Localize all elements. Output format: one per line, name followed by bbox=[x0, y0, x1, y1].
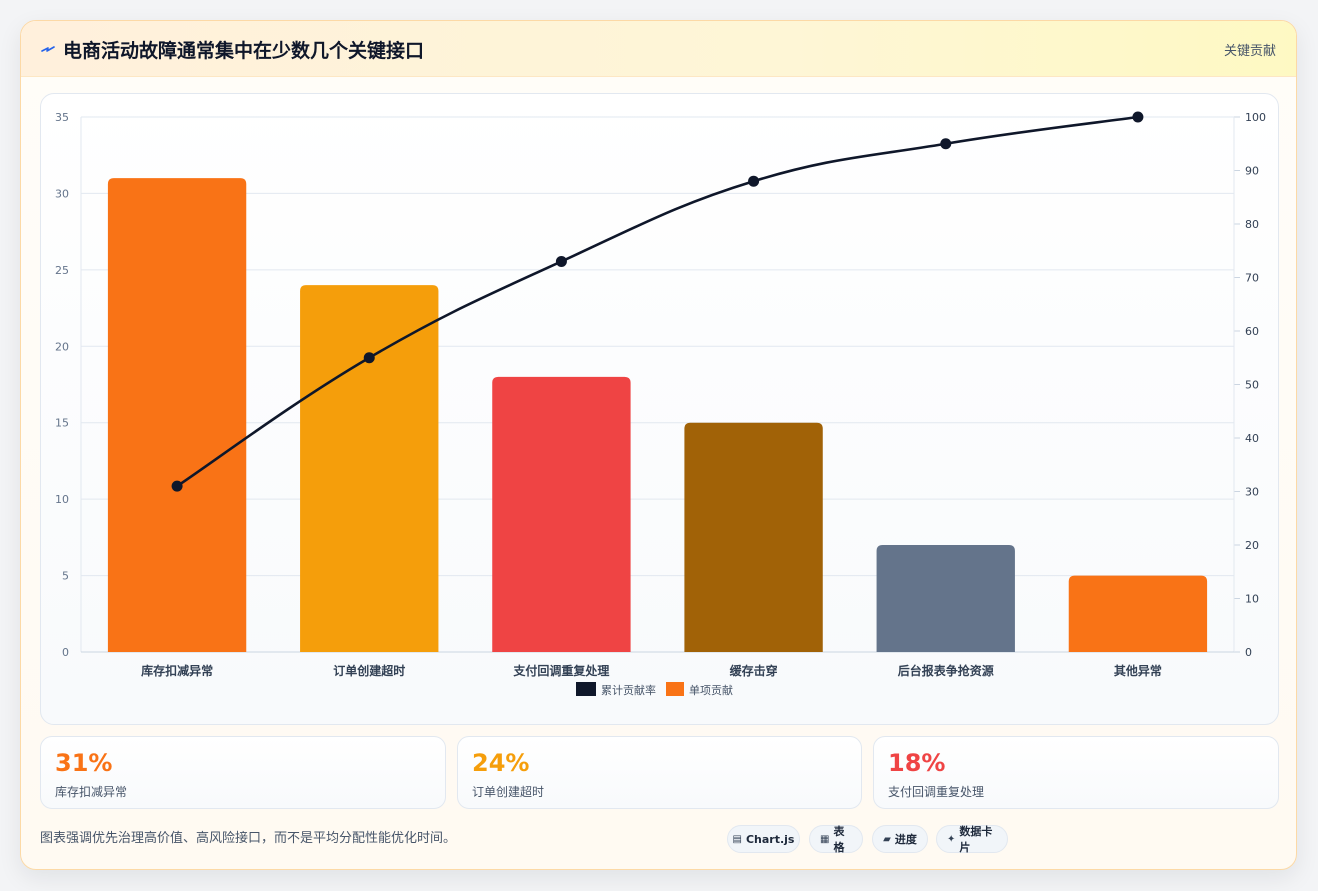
line-point bbox=[363, 352, 375, 364]
y-tick-label: 10 bbox=[55, 493, 69, 506]
chip-progress[interactable]: ▰ 进度 bbox=[872, 825, 928, 853]
stat-card-1: 31% 库存扣减异常 bbox=[40, 736, 446, 809]
chip-datacard[interactable]: ✦ 数据卡片 bbox=[936, 825, 1008, 854]
legend-swatch bbox=[666, 682, 684, 696]
legend-swatch bbox=[576, 682, 596, 696]
y-tick-label: 20 bbox=[55, 340, 69, 353]
y2-tick-label: 50 bbox=[1245, 379, 1259, 392]
x-tick-label: 其他异常 bbox=[1114, 663, 1162, 678]
x-tick-label: 支付回调重复处理 bbox=[512, 663, 609, 678]
sparkle-icon: ✦ bbox=[947, 833, 956, 845]
y2-tick-label: 100 bbox=[1245, 111, 1266, 124]
y2-tick-label: 20 bbox=[1245, 539, 1259, 552]
y2-tick-label: 80 bbox=[1245, 218, 1259, 231]
y2-tick-label: 70 bbox=[1245, 272, 1259, 285]
bar bbox=[492, 376, 631, 652]
line-point bbox=[555, 255, 567, 267]
x-tick-label: 缓存击穿 bbox=[730, 663, 778, 678]
line-point bbox=[940, 138, 952, 150]
chart-icon: ▤ bbox=[732, 833, 742, 845]
chip-label: 数据卡片 bbox=[959, 825, 993, 854]
stat-label: 订单创建超时 bbox=[472, 785, 545, 799]
y2-tick-label: 30 bbox=[1245, 486, 1259, 499]
lightning-icon bbox=[41, 46, 55, 52]
chip-chartjs[interactable]: ▤ Chart.js bbox=[727, 825, 800, 853]
y-tick-label: 0 bbox=[62, 646, 69, 659]
x-tick-label: 订单创建超时 bbox=[333, 663, 405, 678]
stat-value: 24% bbox=[472, 749, 530, 777]
chart-title: 电商活动故障通常集中在少数几个关键接口 bbox=[63, 40, 425, 62]
bar bbox=[876, 545, 1015, 652]
y-tick-label: 15 bbox=[55, 417, 69, 430]
stat-label: 库存扣减异常 bbox=[55, 785, 128, 799]
x-tick-label: 后台报表争抢资源 bbox=[898, 663, 994, 678]
line-point bbox=[1132, 111, 1144, 123]
stat-label: 支付回调重复处理 bbox=[888, 785, 985, 799]
pareto-chart: 0 5 10 15 20 25 30 35 0 10 20 30 40 50 60 70 80 90 100 库存扣减… bbox=[55, 111, 1266, 697]
chip-table[interactable]: ▦ 表格 bbox=[809, 825, 863, 854]
y-tick-label: 30 bbox=[55, 187, 69, 200]
y2-tick-label: 40 bbox=[1245, 432, 1259, 445]
chip-label: Chart.js bbox=[745, 832, 795, 846]
stat-value: 31% bbox=[55, 749, 113, 777]
y2-tick-label: 10 bbox=[1245, 593, 1259, 606]
chip-label: 表格 bbox=[833, 825, 845, 854]
legend-label: 累计贡献率 bbox=[601, 683, 656, 697]
y2-tick-label: 60 bbox=[1245, 325, 1259, 338]
bar bbox=[1068, 575, 1208, 652]
cumulative-line bbox=[176, 115, 1139, 488]
line-point bbox=[171, 480, 183, 492]
header-tag: 关键贡献 bbox=[1223, 44, 1276, 59]
table-icon: ▦ bbox=[820, 833, 830, 845]
y-tick-label: 5 bbox=[62, 570, 69, 583]
chip-label: 进度 bbox=[894, 833, 917, 846]
footer-note: 图表强调优先治理高价值、高风险接口，而不是平均分配性能优化时间。 bbox=[40, 831, 457, 846]
chart-card: 电商活动故障通常集中在少数几个关键接口 关键贡献 0 5 10 15 20 25 30 35 0… bbox=[20, 20, 1297, 870]
bar bbox=[300, 285, 439, 652]
stat-value: 18% bbox=[888, 749, 946, 777]
bar bbox=[684, 422, 823, 652]
x-tick-label: 库存扣减异常 bbox=[141, 663, 213, 678]
chart-panel: 0 5 10 15 20 25 30 35 0 10 20 30 40 50 60 70 80 90 100 库存扣减… bbox=[40, 93, 1279, 725]
progress-icon: ▰ bbox=[883, 833, 891, 845]
stat-card-3: 18% 支付回调重复处理 bbox=[873, 736, 1279, 809]
line-point bbox=[748, 175, 760, 187]
stat-card-2: 24% 订单创建超时 bbox=[457, 736, 862, 809]
y-tick-label: 35 bbox=[55, 111, 69, 124]
y2-tick-label: 0 bbox=[1245, 646, 1252, 659]
y-tick-label: 25 bbox=[55, 264, 69, 277]
y2-tick-label: 90 bbox=[1245, 165, 1259, 178]
legend-label: 单项贡献 bbox=[689, 683, 733, 697]
bar bbox=[107, 178, 247, 652]
card-header: 电商活动故障通常集中在少数几个关键接口 关键贡献 bbox=[21, 21, 1296, 77]
